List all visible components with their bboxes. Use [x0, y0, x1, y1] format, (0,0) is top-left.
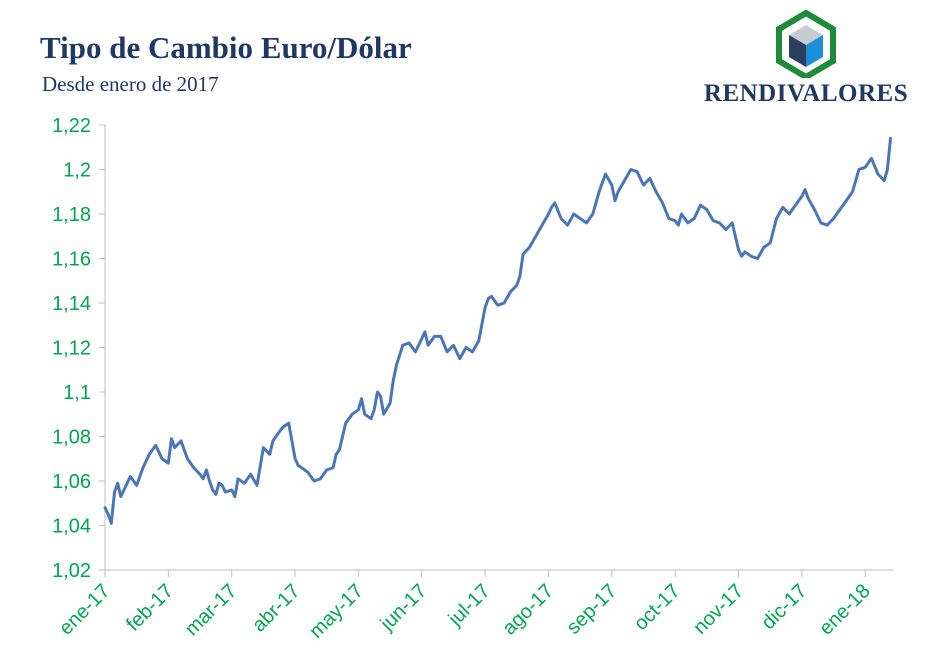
x-tick-label: ene-17 — [55, 580, 115, 640]
brand-name: RENDIVALORES — [703, 80, 909, 107]
x-tick-label: dic-17 — [757, 580, 811, 634]
y-tick-label: 1,08 — [52, 427, 91, 449]
logo-cube-right — [806, 35, 823, 67]
x-tick-label: jun-17 — [376, 580, 432, 636]
x-tick-label: abr-17 — [248, 580, 304, 636]
chart-title: Tipo de Cambio Euro/Dólar — [40, 30, 412, 65]
series-line-eur-usd — [103, 136, 892, 525]
x-tick-label: feb-17 — [122, 580, 178, 636]
x-tick-label: sep-17 — [563, 580, 622, 639]
x-tick-label: oct-17 — [630, 580, 685, 635]
y-tick-label: 1,06 — [52, 471, 91, 493]
x-tick-label: ago-17 — [498, 580, 558, 640]
x-tick-label: may-17 — [305, 580, 368, 643]
y-axis: 1,02 1,04 1,06 1,08 1,1 1,12 1,14 1,16 1,18 1,2 1,… — [52, 115, 106, 582]
brand-logo: RENDIVALORES — [700, 8, 912, 114]
y-tick-label: 1,1 — [63, 382, 91, 404]
cube-in-hexagon-icon — [776, 9, 836, 78]
x-axis: ene-17 feb-17 mar-17 abr-17 may-17 jun-17 jul-… — [55, 569, 893, 643]
x-tick-label: nov-17 — [689, 580, 748, 639]
y-tick-label: 1,18 — [52, 204, 91, 226]
y-tick-label: 1,16 — [52, 249, 91, 271]
x-tick-label: jul-17 — [444, 580, 495, 631]
x-tick-label: mar-17 — [181, 580, 241, 640]
x-tick-label: ene-18 — [815, 580, 875, 640]
y-tick-label: 1,04 — [52, 516, 91, 538]
chart-subtitle: Desde enero de 2017 — [42, 72, 219, 96]
logo-hexagon — [776, 9, 836, 78]
y-tick-label: 1,22 — [52, 115, 91, 137]
logo-cube-left — [789, 35, 806, 67]
y-tick-label: 1,14 — [52, 293, 91, 315]
series-layer — [103, 136, 892, 525]
y-tick-label: 1,02 — [52, 560, 91, 582]
y-tick-label: 1,2 — [63, 160, 91, 182]
y-tick-label: 1,12 — [52, 338, 91, 360]
